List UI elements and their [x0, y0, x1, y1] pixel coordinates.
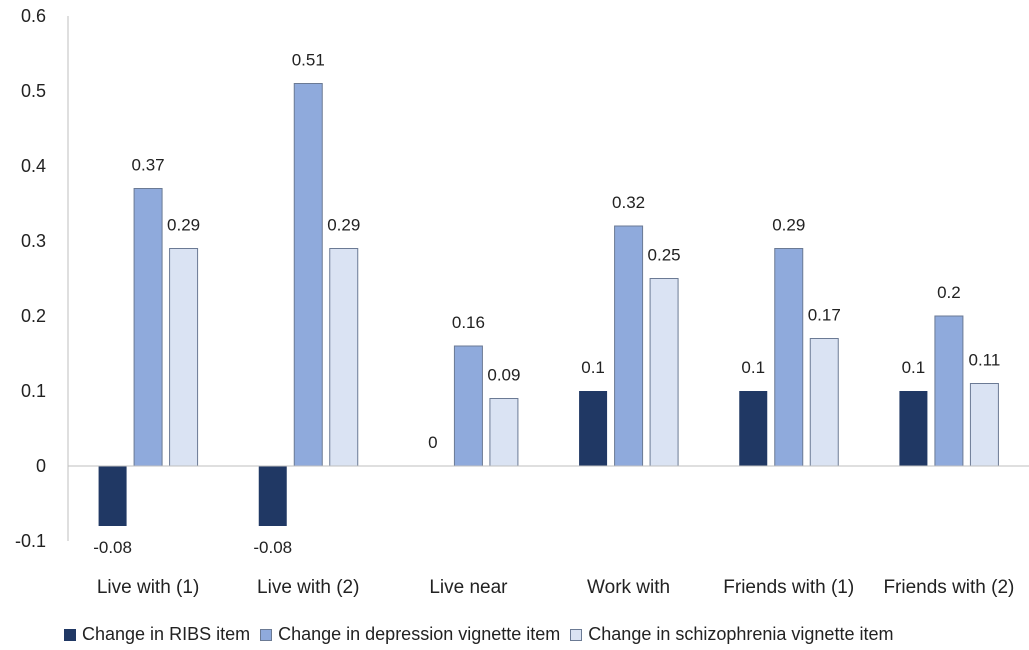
legend-swatch-ribs — [64, 628, 76, 641]
bar — [98, 466, 127, 526]
data-label: 0.1 — [741, 358, 765, 377]
bar — [774, 248, 804, 467]
category-labels: Live with (1) Live with (2) Live near Work … — [97, 577, 1015, 598]
bar — [649, 278, 679, 467]
data-label: 0.29 — [327, 216, 360, 235]
y-tick-label: 0 — [36, 456, 46, 476]
legend-label-depression: Change in depression vignette item — [278, 624, 561, 644]
data-label: 0.2 — [937, 283, 961, 302]
y-tick-label: 0.5 — [21, 81, 46, 101]
bar — [969, 383, 999, 467]
bar — [934, 315, 964, 467]
legend-item-depression: Change in depression vignette item — [260, 624, 560, 645]
y-tick-label: 0.1 — [21, 381, 46, 401]
data-label: 0 — [428, 433, 437, 452]
category-label: Live with (2) — [257, 577, 359, 598]
y-tick-label: 0.4 — [21, 156, 46, 176]
legend-swatch-depression — [260, 628, 273, 641]
bar — [169, 248, 199, 467]
bar — [899, 391, 928, 466]
bar — [809, 338, 839, 467]
category-label: Live near — [429, 577, 508, 598]
data-label: 0.51 — [292, 51, 325, 70]
category-label: Friends with (1) — [723, 577, 854, 598]
category-label: Work with — [587, 577, 670, 598]
data-label: 0.17 — [808, 306, 841, 325]
y-tick-label: 0.2 — [21, 306, 46, 326]
legend-item-ribs: Change in RIBS item — [64, 624, 250, 645]
data-label: 0.32 — [612, 193, 645, 212]
bar — [329, 248, 359, 467]
data-label: 0.1 — [902, 358, 926, 377]
category-label: Live with (1) — [97, 577, 199, 598]
bars — [98, 83, 999, 526]
legend-item-schizophrenia: Change in schizophrenia vignette item — [570, 624, 893, 645]
bar — [133, 188, 163, 467]
data-label: 0.1 — [581, 358, 605, 377]
data-label: -0.08 — [253, 538, 292, 557]
y-tick-label: 0.3 — [21, 231, 46, 251]
data-label: 0.09 — [487, 366, 520, 385]
data-label: -0.08 — [93, 538, 132, 557]
data-label: 0.25 — [648, 246, 681, 265]
y-tick-label: 0.6 — [21, 6, 46, 26]
data-labels: -0.08 0.37 0.29 -0.08 0.51 0.29 0 0.16 0.09 0.1 0.… — [93, 51, 1000, 558]
legend: Change in RIBS item Change in depression… — [64, 624, 903, 645]
bar — [579, 391, 608, 466]
legend-label-schizophrenia: Change in schizophrenia vignette item — [588, 624, 894, 644]
category-label: Friends with (2) — [883, 577, 1014, 598]
bar — [258, 466, 287, 526]
data-label: 0.16 — [452, 313, 485, 332]
bar — [614, 225, 644, 467]
legend-swatch-schizophrenia — [570, 628, 583, 641]
data-label: 0.29 — [772, 216, 805, 235]
bar — [293, 83, 323, 467]
bar — [489, 398, 519, 467]
data-label: 0.37 — [132, 156, 165, 175]
data-label: 0.29 — [167, 216, 200, 235]
bar — [739, 391, 768, 466]
y-axis: -0.1 0 0.1 0.2 0.3 0.4 0.5 0.6 — [15, 6, 69, 551]
bar — [453, 345, 483, 467]
data-label: 0.11 — [969, 351, 1001, 370]
y-tick-label: -0.1 — [15, 531, 46, 551]
legend-label-ribs: Change in RIBS item — [82, 624, 251, 644]
